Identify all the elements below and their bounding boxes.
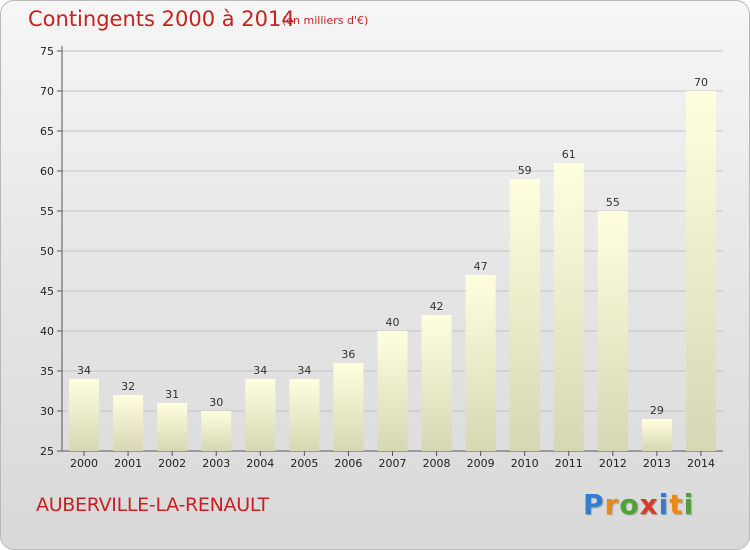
y-tick-label: 75 [40, 45, 54, 58]
x-tick-label: 2009 [467, 457, 495, 470]
y-tick-label: 35 [40, 365, 54, 378]
data-label: 29 [650, 404, 664, 417]
y-tick-label: 55 [40, 205, 54, 218]
bar [465, 275, 496, 451]
x-tick-label: 2014 [687, 457, 715, 470]
logo-letter: i [683, 488, 695, 521]
bar [685, 91, 716, 451]
data-label: 36 [341, 348, 355, 361]
y-tick-label: 45 [40, 285, 54, 298]
y-tick-label: 40 [40, 325, 54, 338]
y-tick-label: 60 [40, 165, 54, 178]
logo-letter: P [583, 488, 605, 521]
y-tick-label: 30 [40, 405, 54, 418]
x-tick-label: 2012 [599, 457, 627, 470]
bar [289, 379, 320, 451]
data-label: 34 [297, 364, 311, 377]
bar [201, 411, 232, 451]
x-tick-label: 2008 [423, 457, 451, 470]
bar [553, 163, 584, 451]
bar [333, 363, 364, 451]
data-label: 34 [77, 364, 91, 377]
data-label: 34 [253, 364, 267, 377]
x-tick-label: 2002 [158, 457, 186, 470]
y-tick-label: 65 [40, 125, 54, 138]
x-tick-label: 2004 [246, 457, 274, 470]
x-tick-label: 2006 [334, 457, 362, 470]
logo-letter: x [639, 488, 659, 521]
bar [113, 395, 144, 451]
proxiti-logo: Proxiti [583, 488, 694, 521]
bar [509, 179, 540, 451]
x-tick-label: 2007 [379, 457, 407, 470]
x-tick-label: 2001 [114, 457, 142, 470]
bar [377, 331, 408, 451]
logo-letter: o [619, 488, 640, 521]
y-tick-label: 25 [40, 445, 54, 458]
data-label: 59 [518, 164, 532, 177]
data-label: 47 [474, 260, 488, 273]
y-tick-label: 70 [40, 85, 54, 98]
bar [157, 403, 188, 451]
logo-letter: t [669, 488, 684, 521]
x-tick-label: 2005 [290, 457, 318, 470]
data-label: 31 [165, 388, 179, 401]
logo-letter: r [604, 488, 620, 521]
data-labels: 34 32 31 30 34 34 36 40 42 47 59 61 55 29 70 [77, 76, 708, 417]
chart-title: Contingents 2000 à 2014 [28, 7, 295, 31]
bar [421, 315, 452, 451]
data-label: 55 [606, 196, 620, 209]
bar [245, 379, 276, 451]
bars [69, 91, 716, 451]
data-label: 70 [694, 76, 708, 89]
x-tick-label: 2011 [555, 457, 583, 470]
x-tick-label: 2000 [70, 457, 98, 470]
y-tick-label: 50 [40, 245, 54, 258]
logo-letter: i [658, 488, 670, 521]
x-tick-label: 2010 [511, 457, 539, 470]
bar [641, 419, 672, 451]
data-label: 32 [121, 380, 135, 393]
data-label: 40 [386, 316, 400, 329]
x-tick-label: 2013 [643, 457, 671, 470]
chart-subtitle: (en milliers d'€) [282, 14, 369, 27]
data-label: 61 [562, 148, 576, 161]
bar [69, 379, 100, 451]
bar [597, 211, 628, 451]
x-tick-label: 2003 [202, 457, 230, 470]
commune-name: AUBERVILLE-LA-RENAULT [36, 494, 269, 516]
data-label: 42 [430, 300, 444, 313]
data-label: 30 [209, 396, 223, 409]
